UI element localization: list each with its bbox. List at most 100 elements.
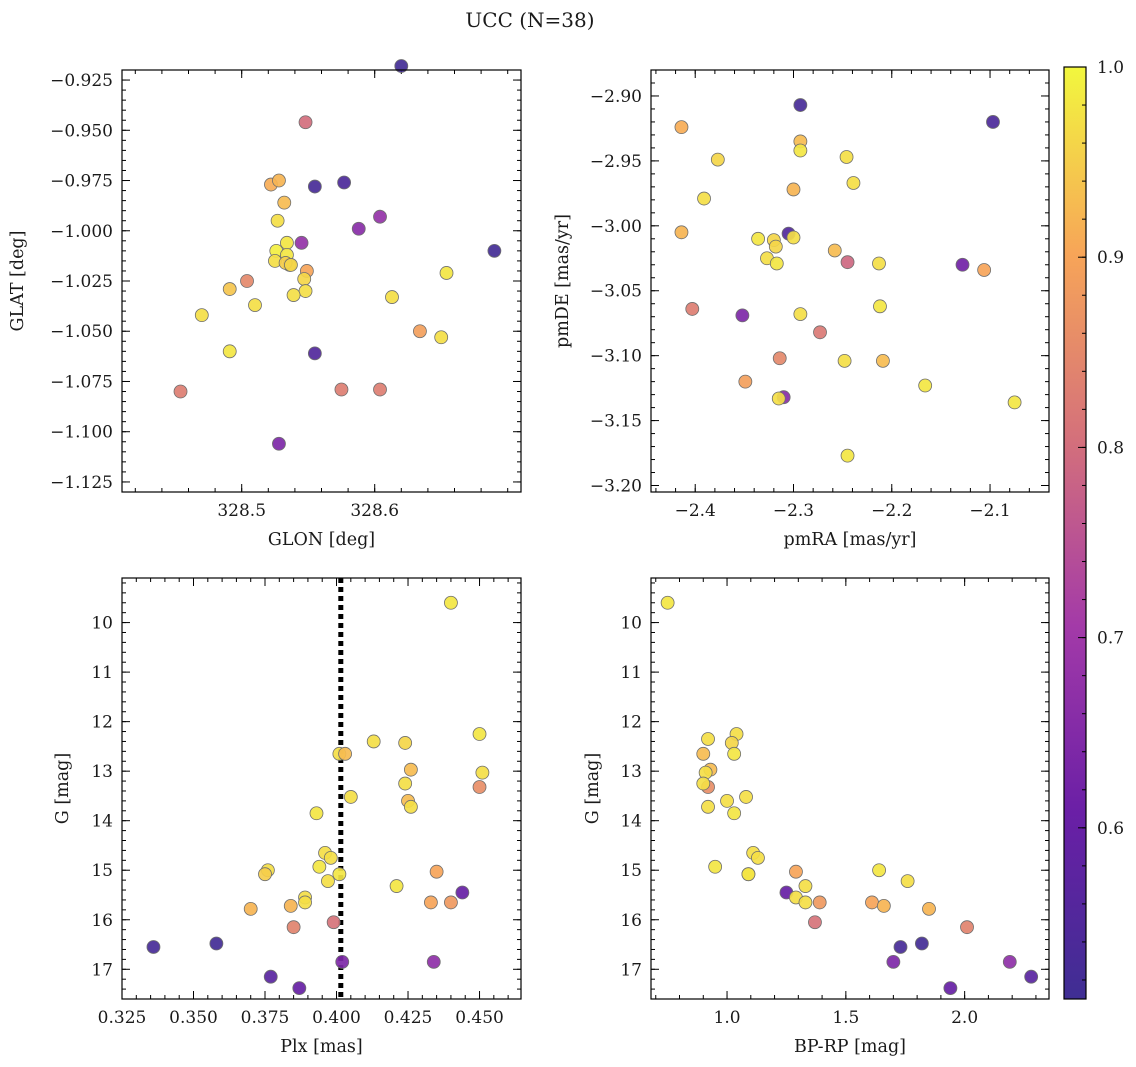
scatter-point: [389, 879, 404, 893]
scatter-point: [337, 175, 352, 190]
scatter-point: [771, 391, 786, 406]
scatter-point: [751, 231, 766, 246]
scatter-point: [813, 325, 827, 340]
scatter-point: [793, 143, 808, 158]
scatter-point: [286, 920, 301, 935]
x-axis-label: BP-RP [mag]: [794, 1037, 906, 1057]
scatter-point: [977, 263, 992, 277]
scatter-point: [426, 954, 441, 969]
x-tick-label: −2.4: [675, 501, 716, 521]
scatter-point: [674, 120, 689, 135]
x-tick-label: 0.400: [312, 1008, 361, 1028]
x-tick-label: −2.3: [773, 501, 814, 521]
figure-title: UCC (N=38): [465, 8, 594, 32]
x-tick-label: 0.325: [98, 1008, 147, 1028]
scatter-point: [258, 867, 272, 882]
y-tick-label: 12: [620, 713, 642, 733]
scatter-point: [307, 179, 322, 194]
scatter-point: [872, 863, 887, 878]
y-tick-label: −0.975: [50, 172, 113, 192]
scatter-point: [343, 790, 358, 804]
y-tick-label: −2.90: [590, 87, 642, 107]
scatter-point: [146, 940, 161, 954]
scatter-point: [839, 150, 854, 164]
scatter-point: [955, 257, 970, 272]
scatter-point: [1024, 969, 1039, 984]
scatter-point: [309, 806, 324, 821]
x-tick-label: 0.425: [384, 1008, 433, 1028]
scatter-point: [394, 59, 409, 73]
y-tick-label: 14: [620, 812, 642, 832]
plot-frame: [121, 577, 522, 1000]
y-tick-label: −3.10: [590, 347, 642, 367]
scatter-point: [272, 436, 286, 451]
y-axis-label: GLAT [deg]: [8, 231, 28, 332]
scatter-point: [434, 330, 449, 345]
y-tick-label: −3.00: [590, 217, 642, 237]
scatter-point: [243, 901, 258, 916]
scatter-point: [701, 799, 715, 814]
scatter-point: [398, 776, 413, 791]
scatter-point: [332, 867, 347, 882]
y-tick-label: 14: [91, 812, 113, 832]
scatter-point: [696, 746, 711, 761]
scatter-point: [786, 182, 801, 197]
scatter-point: [351, 221, 366, 236]
scatter-point: [701, 732, 715, 746]
scatter-point: [173, 384, 188, 399]
scatter-point: [696, 776, 711, 791]
scatter-point: [472, 780, 487, 794]
scatter-point: [798, 879, 813, 893]
y-tick-label: −2.95: [590, 152, 642, 172]
scatter-point: [865, 895, 879, 910]
scatter-point: [893, 940, 908, 954]
scatter-point: [487, 243, 502, 258]
colorbar-tick-label: 0.9: [1097, 248, 1124, 268]
y-tick-label: 15: [620, 861, 642, 881]
y-tick-label: −1.025: [50, 272, 113, 292]
scatter-point: [444, 595, 458, 610]
scatter-point: [697, 191, 711, 206]
scatter-point: [846, 176, 861, 190]
y-axis-label: G [mag]: [53, 753, 73, 824]
plot-frame: [121, 69, 522, 493]
scatter-point: [876, 898, 891, 913]
y-tick-label: 17: [91, 960, 113, 980]
scatter-point: [793, 98, 808, 112]
scatter-point: [326, 915, 341, 930]
scatter-point: [798, 895, 813, 910]
scatter-point: [786, 230, 801, 245]
scatter-point: [373, 382, 387, 397]
x-tick-label: 0.375: [241, 1008, 290, 1028]
y-tick-label: −0.925: [50, 71, 113, 91]
scatter-point: [444, 895, 458, 910]
scatter-point: [772, 351, 787, 366]
scatter-point: [768, 239, 783, 254]
colorbar: 0.6 0.7 0.8 0.9 1.0: [1063, 58, 1124, 1000]
panel-4: 1.0 1.5 2.0 10 11 12 13 14 15 16 17 BP-RP [mag] G [m…: [583, 577, 1050, 1057]
x-tick-label: 2.0: [951, 1008, 978, 1028]
scatter-point: [321, 874, 335, 889]
scatter-point: [292, 981, 307, 996]
y-tick-label: 12: [91, 713, 113, 733]
scatter-point: [277, 195, 292, 210]
y-tick-label: −3.05: [590, 282, 642, 302]
scatter-point: [769, 256, 784, 271]
scatter-point: [455, 885, 470, 900]
y-tick-label: −1.100: [50, 423, 113, 443]
scatter-point: [660, 595, 675, 610]
scatter-point: [873, 299, 887, 314]
scatter-point: [307, 346, 322, 361]
scatter-point: [793, 307, 808, 322]
y-tick-label: 10: [620, 614, 642, 634]
scatter-point: [312, 859, 327, 874]
scatter-point: [240, 274, 254, 288]
y-tick-label: 16: [620, 911, 642, 931]
scatter-point: [918, 378, 933, 393]
scatter-point: [248, 298, 262, 313]
y-tick-label: 15: [91, 861, 113, 881]
scatter-point: [298, 115, 313, 130]
scatter-point: [739, 790, 753, 804]
scatter-point: [298, 895, 312, 910]
